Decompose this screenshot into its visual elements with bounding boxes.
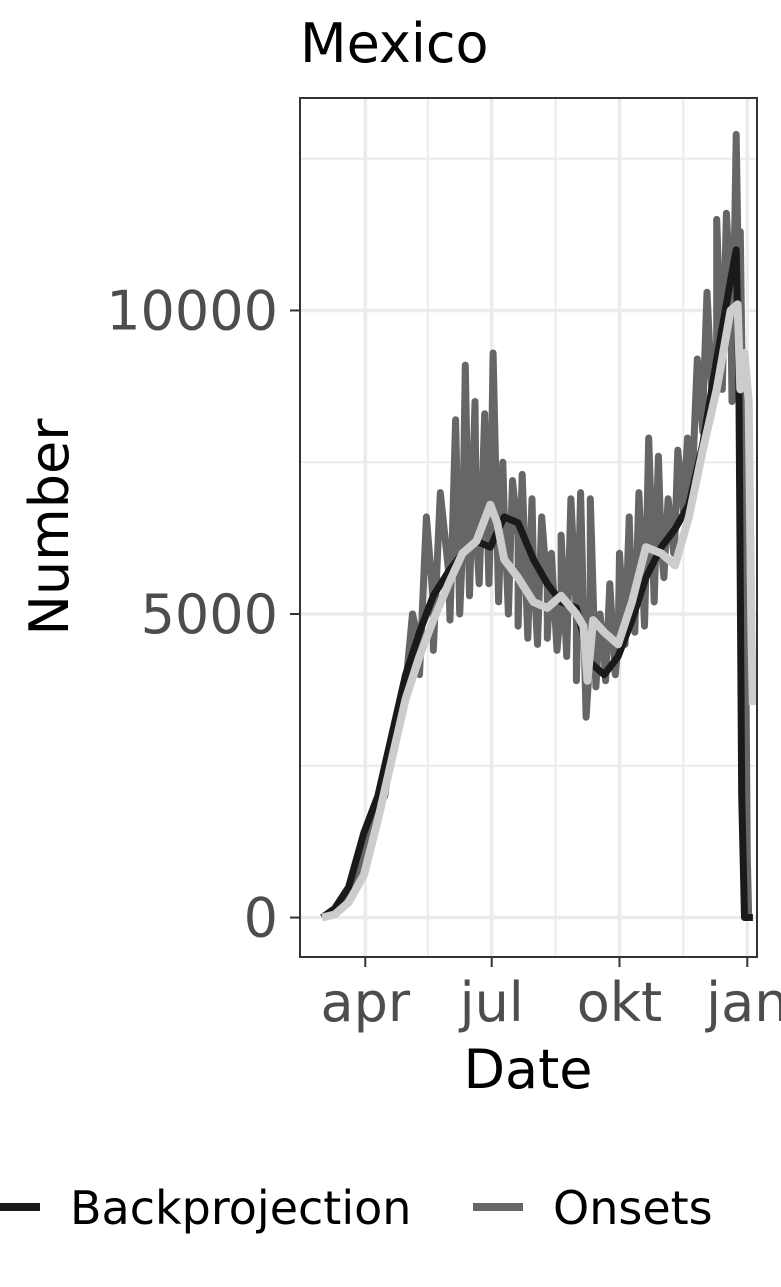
y-axis: 0 5000 10000 <box>106 279 300 950</box>
plot-panel-border <box>299 97 758 958</box>
series-line-series-3 <box>321 300 757 922</box>
x-tick-label: jul <box>459 971 524 1034</box>
legend-label-onsets: Onsets <box>553 1181 713 1235</box>
y-tick-label: 5000 <box>141 583 278 646</box>
series-layer <box>320 130 757 922</box>
chart-title: Mexico <box>300 12 489 75</box>
legend: Backprojection Onsets <box>0 1181 713 1235</box>
x-axis-title: Date <box>463 1038 592 1101</box>
x-axis: apr jul okt jan <box>320 957 781 1034</box>
x-tick-label: okt <box>577 971 662 1034</box>
y-tick-label: 10000 <box>106 279 278 342</box>
x-tick-label: apr <box>320 971 410 1034</box>
x-tick-label: jan <box>705 971 781 1034</box>
y-axis-title: Number <box>18 418 81 636</box>
y-tick-label: 0 <box>244 887 278 950</box>
legend-label-backprojection: Backprojection <box>70 1181 411 1235</box>
